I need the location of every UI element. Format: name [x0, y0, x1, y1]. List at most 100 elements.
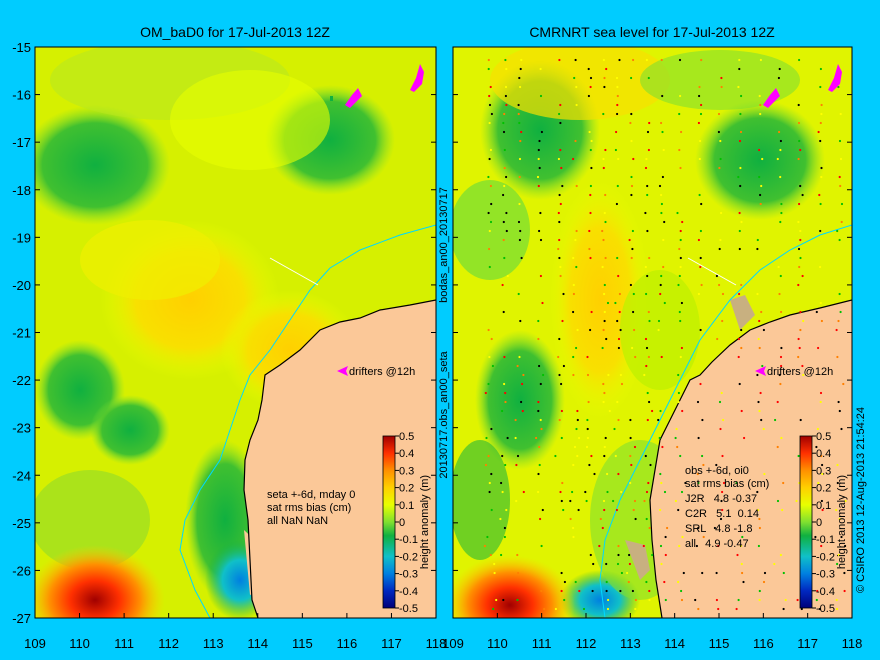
obs-point — [695, 544, 699, 548]
side-label-right: 20130717.obs_an00_seta — [438, 351, 450, 479]
obs-point — [739, 184, 742, 188]
obs-point — [738, 58, 741, 62]
obs-point — [539, 238, 543, 242]
obs-point — [679, 166, 682, 170]
obs-point — [502, 238, 505, 242]
obs-point — [487, 58, 490, 62]
obs-point — [538, 445, 541, 449]
obs-point — [605, 562, 608, 566]
obs-point — [839, 310, 842, 314]
obs-point — [780, 202, 783, 206]
obs-point — [700, 103, 703, 107]
stats-line: seta +-6d, mday 0 — [267, 489, 355, 501]
x-tick-label: 110 — [487, 636, 508, 651]
obs-point — [558, 238, 561, 242]
obs-point — [518, 121, 521, 125]
obs-point — [648, 319, 651, 323]
obs-point — [815, 445, 818, 449]
obs-point — [740, 409, 743, 413]
obs-point — [702, 463, 705, 467]
obs-point — [661, 445, 664, 449]
obs-point — [505, 175, 508, 179]
obs-point — [721, 454, 724, 458]
obs-point — [602, 382, 605, 386]
obs-point — [817, 130, 820, 134]
side-label-left: bodas_an00_20130717 — [438, 187, 450, 303]
obs-point — [590, 454, 593, 458]
obs-point — [554, 607, 558, 611]
obs-point — [760, 310, 763, 314]
obs-point — [541, 508, 544, 512]
obs-point — [659, 508, 662, 512]
obs-point — [761, 157, 764, 161]
obs-point — [495, 598, 498, 602]
obs-point — [616, 103, 619, 107]
obs-point — [679, 94, 682, 98]
obs-point — [604, 148, 607, 152]
y-tick-label: -17 — [12, 135, 31, 150]
y-tick-label: -24 — [12, 468, 31, 483]
obs-point — [644, 337, 648, 341]
obs-point — [558, 418, 561, 422]
drifter-label-right: drifters @12h — [755, 366, 833, 378]
obs-point — [487, 175, 490, 179]
obs-point — [572, 373, 575, 377]
obs-point — [488, 229, 491, 233]
obs-point — [758, 589, 761, 593]
obs-point — [521, 382, 524, 386]
stats-line: J2R 4.8 -0.37 — [685, 493, 757, 505]
obs-point — [487, 211, 490, 215]
obs-point — [518, 175, 521, 179]
obs-point — [538, 229, 541, 233]
x-tick-label: 110 — [69, 636, 90, 651]
obs-point — [573, 445, 577, 449]
colorbar-tick-label: 0.1 — [816, 500, 831, 512]
obs-point — [601, 265, 604, 269]
obs-point — [659, 292, 662, 296]
obs-point — [662, 265, 665, 269]
obs-point — [612, 499, 615, 503]
obs-point — [844, 499, 847, 503]
obs-point — [648, 589, 651, 593]
obs-point — [602, 157, 605, 161]
obs-point — [840, 535, 843, 539]
obs-point — [604, 256, 607, 260]
obs-point — [629, 283, 633, 287]
obs-point — [629, 418, 632, 422]
obs-point — [817, 346, 820, 350]
obs-point — [588, 463, 591, 467]
obs-point — [721, 490, 724, 494]
obs-point — [539, 418, 542, 422]
obs-point — [561, 481, 564, 485]
obs-point — [620, 490, 623, 494]
obs-point — [576, 418, 579, 422]
obs-point — [797, 157, 800, 161]
obs-point — [589, 184, 593, 188]
colorbar-right: height anomaly (m) 0.5 0.4 0.3 0.2 0.1 0 -0.1 -… — [799, 431, 848, 615]
obs-point — [603, 211, 606, 215]
obs-point — [558, 373, 561, 377]
obs-point — [644, 454, 647, 458]
obs-point — [838, 175, 841, 179]
x-tick-label: 115 — [709, 636, 730, 651]
obs-point — [629, 436, 632, 440]
obs-point — [606, 490, 609, 494]
x-tick-label: 116 — [337, 636, 358, 651]
obs-point — [503, 256, 506, 260]
obs-point — [678, 148, 681, 152]
obs-point — [619, 328, 622, 332]
obs-point — [603, 292, 606, 296]
obs-point — [802, 373, 805, 377]
obs-point — [818, 607, 822, 611]
obs-point — [504, 400, 507, 404]
obs-point — [740, 562, 743, 566]
obs-point — [680, 301, 684, 305]
obs-point — [797, 121, 801, 125]
obs-point — [758, 598, 761, 602]
obs-point — [739, 544, 743, 548]
obs-point — [819, 301, 822, 305]
obs-point — [606, 301, 610, 305]
x-tick-label: 118 — [426, 636, 447, 651]
obs-point — [840, 220, 843, 224]
obs-point — [660, 193, 663, 197]
